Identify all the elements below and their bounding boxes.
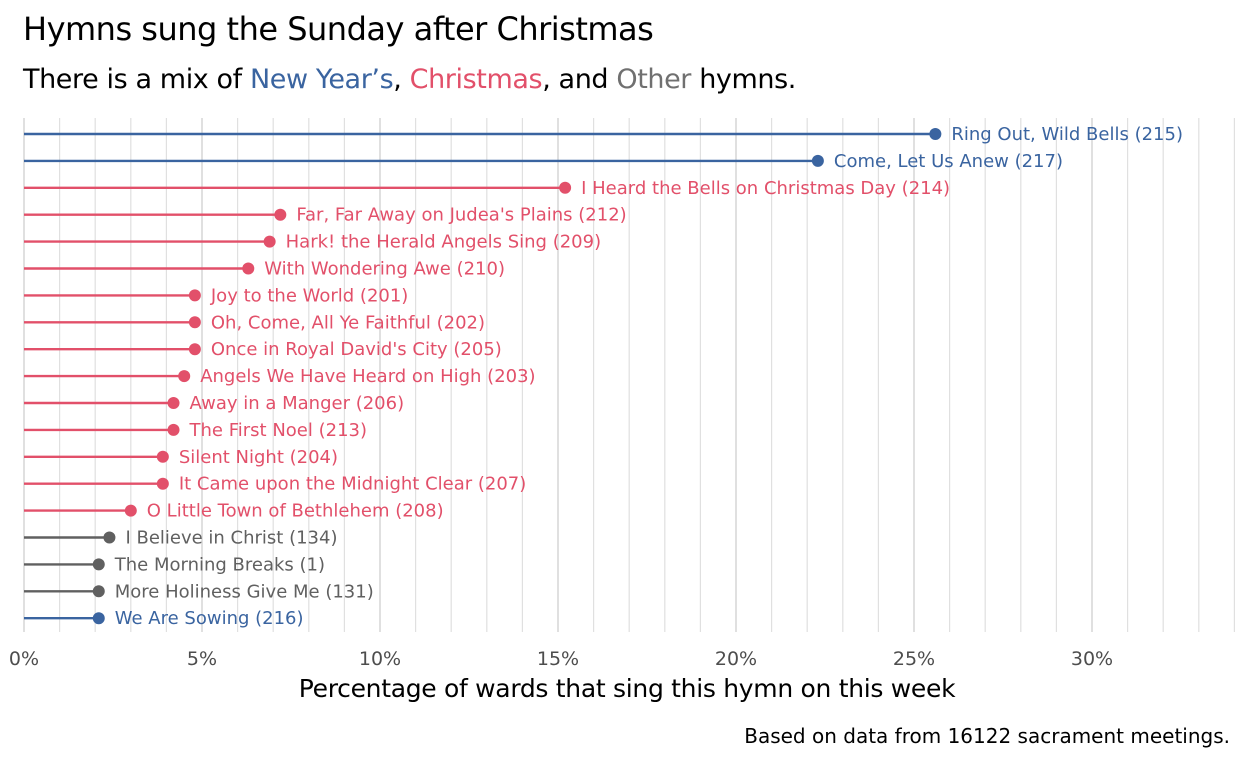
lollipop-point xyxy=(92,585,105,598)
lollipop-point xyxy=(929,128,942,140)
lollipop-point xyxy=(156,450,169,463)
point-label: Silent Night (204) xyxy=(179,447,338,468)
point-label: It Came upon the Midnight Clear (207) xyxy=(179,474,526,495)
point-label: The First Noel (213) xyxy=(189,420,367,441)
point-label: The Morning Breaks (1) xyxy=(114,554,325,575)
lollipop-point xyxy=(167,423,180,436)
point-label: Angels We Have Heard on High (203) xyxy=(200,366,535,387)
lollipop-point xyxy=(188,289,201,302)
lollipop-point xyxy=(263,235,276,248)
subtitle-sep1: , xyxy=(393,64,410,95)
lollipop-point xyxy=(167,397,180,409)
point-label: Joy to the World (201) xyxy=(210,285,408,306)
x-tick-label: 25% xyxy=(893,648,935,670)
x-tick-label: 20% xyxy=(715,648,757,670)
x-tick-label: 0% xyxy=(9,648,39,670)
chart-title: Hymns sung the Sunday after Christmas xyxy=(23,10,654,48)
lollipop-point xyxy=(811,154,824,167)
point-label: Once in Royal David's City (205) xyxy=(211,339,502,360)
subtitle-sep2: , and xyxy=(542,64,617,95)
point-label: Far, Far Away on Judea's Plains (212) xyxy=(296,205,626,226)
point-label: Away in a Manger (206) xyxy=(190,393,405,414)
lollipop-point xyxy=(559,181,572,194)
lollipop-point xyxy=(92,612,105,625)
legend-newyear: New Year’s xyxy=(249,64,394,95)
point-label: Hark! the Herald Angels Sing (209) xyxy=(286,232,601,253)
lollipop-point xyxy=(188,316,201,329)
lollipop-point xyxy=(188,343,201,356)
lollipop-point xyxy=(124,504,137,517)
x-tick-label: 30% xyxy=(1071,648,1113,670)
point-label: More Holiness Give Me (131) xyxy=(115,581,374,602)
subtitle-suffix: hymns. xyxy=(691,64,796,95)
chart-caption: Based on data from 16122 sacrament meeti… xyxy=(744,724,1230,748)
point-label: Oh, Come, All Ye Faithful (202) xyxy=(211,312,485,333)
legend-other: Other xyxy=(616,64,692,95)
x-tick-label: 5% xyxy=(187,648,217,670)
legend-christmas: Christmas xyxy=(409,64,543,95)
lollipop-point xyxy=(156,477,169,490)
lollipop-point xyxy=(178,370,191,383)
subtitle-prefix: There is a mix of xyxy=(23,64,250,95)
lollipop-point xyxy=(103,531,116,544)
x-tick-label: 15% xyxy=(537,648,579,670)
point-label: O Little Town of Bethlehem (208) xyxy=(147,501,444,522)
point-label: Come, Let Us Anew (217) xyxy=(834,151,1063,172)
point-label: Ring Out, Wild Bells (215) xyxy=(951,124,1183,145)
lollipop-point xyxy=(92,558,105,571)
chart-subtitle: There is a mix of New Year’s, Christmas,… xyxy=(23,64,796,95)
point-label: We Are Sowing (216) xyxy=(115,608,304,629)
point-label: I Believe in Christ (134) xyxy=(125,528,337,549)
point-label: I Heard the Bells on Christmas Day (214) xyxy=(581,178,950,199)
lollipop-point xyxy=(274,208,287,221)
point-label: With Wondering Awe (210) xyxy=(264,259,505,280)
lollipop-point xyxy=(242,262,255,275)
x-tick-label: 10% xyxy=(359,648,401,670)
x-axis-label: Percentage of wards that sing this hymn … xyxy=(298,674,956,703)
